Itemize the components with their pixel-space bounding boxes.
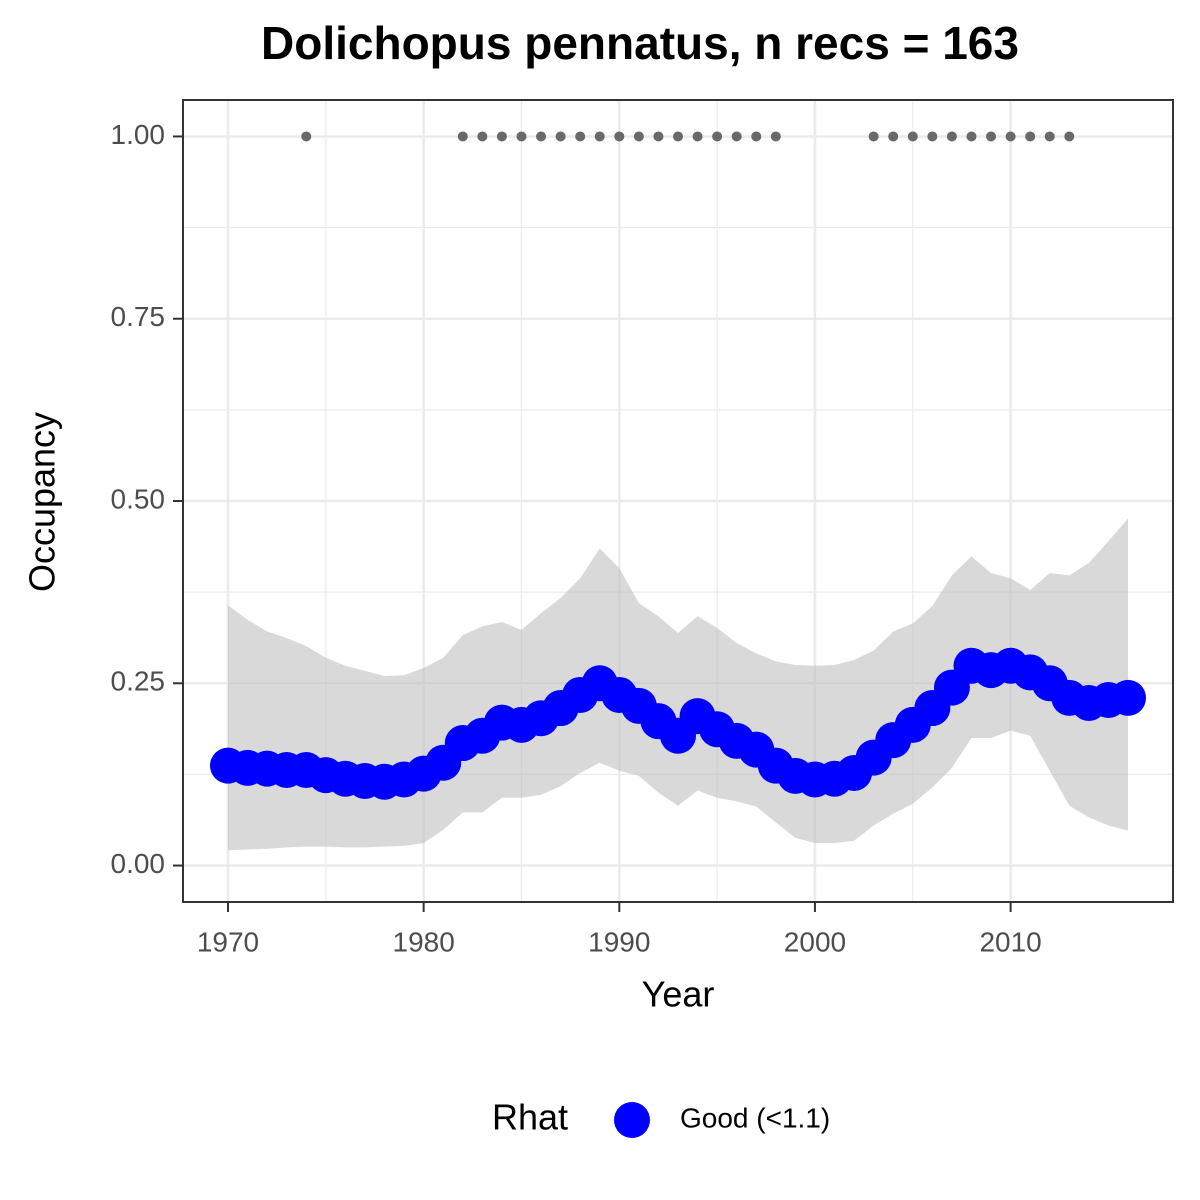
record-point <box>614 131 625 142</box>
record-point <box>1005 131 1016 142</box>
legend-title: Rhat <box>492 1097 568 1138</box>
chart-title: Dolichopus pennatus, n recs = 163 <box>261 17 1019 69</box>
record-point <box>751 131 762 142</box>
x-tick-label: 1970 <box>197 926 259 957</box>
x-tick-label: 2010 <box>979 926 1041 957</box>
record-point <box>1064 131 1075 142</box>
record-point <box>1044 131 1055 142</box>
panel-border <box>182 99 1174 903</box>
x-tick-label: 1990 <box>588 926 650 957</box>
record-point <box>731 131 742 142</box>
record-point <box>457 131 468 142</box>
record-point <box>301 131 312 142</box>
record-point <box>594 131 605 142</box>
y-axis-label: Occupancy <box>22 412 63 592</box>
occupancy-point <box>1110 679 1146 716</box>
record-point <box>496 131 507 142</box>
record-point <box>516 131 527 142</box>
record-point <box>536 131 547 142</box>
record-point <box>986 131 997 142</box>
y-tick-label: 0.00 <box>111 848 166 879</box>
x-axis-label: Year <box>642 974 715 1015</box>
x-tick-label: 1980 <box>393 926 455 957</box>
record-point <box>888 131 899 142</box>
y-tick-label: 1.00 <box>111 119 166 150</box>
y-tick-label: 0.50 <box>111 483 166 514</box>
y-tick-label: 0.75 <box>111 301 166 332</box>
record-point <box>927 131 938 142</box>
record-point <box>966 131 977 142</box>
record-point <box>575 131 586 142</box>
record-point <box>868 131 879 142</box>
y-tick-label: 0.25 <box>111 666 166 697</box>
record-point <box>673 131 683 142</box>
legend-marker <box>614 1102 650 1138</box>
record-point <box>653 131 664 142</box>
record-point <box>477 131 488 142</box>
record-point <box>712 131 723 142</box>
x-tick-label: 2000 <box>784 926 846 957</box>
record-point <box>692 131 703 142</box>
record-point <box>946 131 957 142</box>
legend-label: Good (<1.1) <box>680 1102 830 1133</box>
record-point <box>1025 131 1036 142</box>
record-point <box>907 131 918 142</box>
record-point <box>633 131 644 142</box>
record-point <box>555 131 566 142</box>
record-point <box>770 131 781 142</box>
